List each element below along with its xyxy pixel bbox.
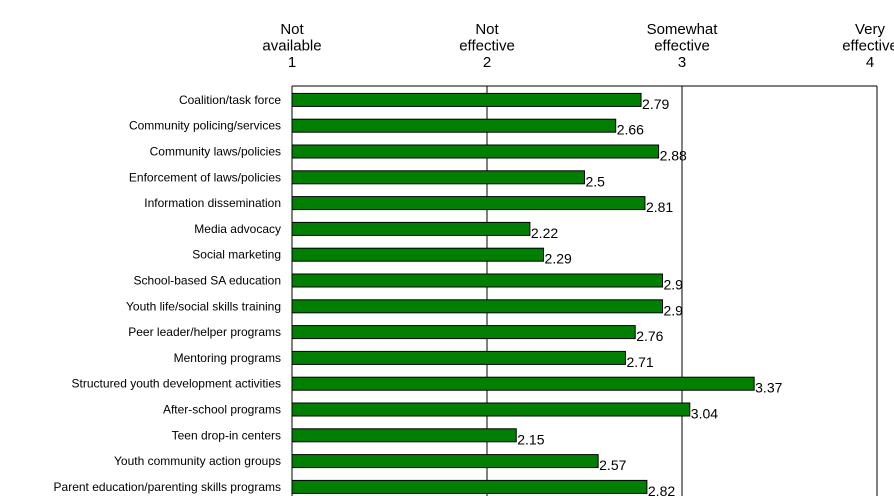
value-label: 2.9 [664,277,684,293]
x-tick-label-line: 3 [678,54,686,71]
category-label: Teen drop-in centers [172,428,281,442]
bar-14 [291,428,517,443]
x-tick-label-line: available [262,38,321,55]
x-tick-label-line: effective [842,38,894,55]
bar-6 [291,221,531,236]
bar-4 [291,170,585,185]
category-label: After-school programs [163,403,281,417]
bar-8 [291,273,663,288]
x-tick-label-1: Not available 1 [262,21,321,71]
value-label: 2.9 [664,302,684,318]
category-label: School-based SA education [134,274,281,288]
x-tick-label-line: effective [459,38,515,55]
category-label: Youth community action groups [114,454,281,468]
x-tick-label-line: Not [280,21,304,38]
category-label: Peer leader/helper programs [128,325,281,339]
category-label: Coalition/task force [179,93,281,107]
x-tick-label-2: Not effective 2 [459,21,515,71]
category-label: Structured youth development activities [72,377,281,391]
value-labels: 2.792.662.882.52.812.222.292.92.92.762.7… [517,96,782,496]
x-tick-label-line: Somewhat [647,21,719,38]
value-label: 2.88 [660,148,687,164]
value-label: 2.5 [586,173,606,189]
category-label: Mentoring programs [174,351,281,365]
x-tick-label-line: 4 [866,54,874,71]
bar-2 [291,118,617,133]
bar-12 [291,376,755,391]
value-label: 3.37 [755,380,782,396]
bar-3 [291,144,660,159]
x-tick-label-4: Very effective 4 [842,21,894,71]
bar-13 [291,402,691,417]
value-label: 2.82 [648,483,675,496]
value-label: 2.81 [646,199,673,215]
bar-7 [291,247,545,262]
bar-1 [291,92,642,107]
value-label: 2.22 [531,225,558,241]
category-label: Information dissemination [144,196,281,210]
bar-11 [291,350,626,365]
x-tick-label-line: effective [654,38,710,55]
category-label: Social marketing [192,248,281,262]
bar-9 [291,299,663,314]
value-label: 2.29 [545,251,572,267]
x-tick-label-line: Very [855,21,886,38]
value-label: 3.04 [691,406,718,422]
category-label: Youth life/social skills training [126,299,281,313]
x-tick-label-3: Somewhat effective 3 [647,21,719,71]
category-label: Enforcement of laws/policies [129,170,281,184]
x-tick-label-line: 1 [288,54,296,71]
bar-15 [291,454,599,469]
bar-10 [291,325,636,340]
x-tick-label-line: 2 [483,54,491,71]
category-label: Media advocacy [194,222,281,236]
bar-16 [291,479,648,494]
value-label: 2.66 [617,122,644,138]
category-label: Community laws/policies [150,145,281,159]
category-label: Community policing/services [129,119,281,133]
value-label: 2.79 [642,96,669,112]
x-tick-label-line: Not [475,21,499,38]
category-label: Parent education/parenting skills progra… [54,480,281,494]
value-label: 2.15 [517,431,544,447]
category-labels: Coalition/task force Community policing/s… [54,93,282,494]
bars [291,92,755,494]
value-label: 2.76 [636,328,663,344]
value-label: 2.57 [599,457,626,473]
value-label: 2.71 [626,354,653,370]
bar-5 [291,196,646,211]
